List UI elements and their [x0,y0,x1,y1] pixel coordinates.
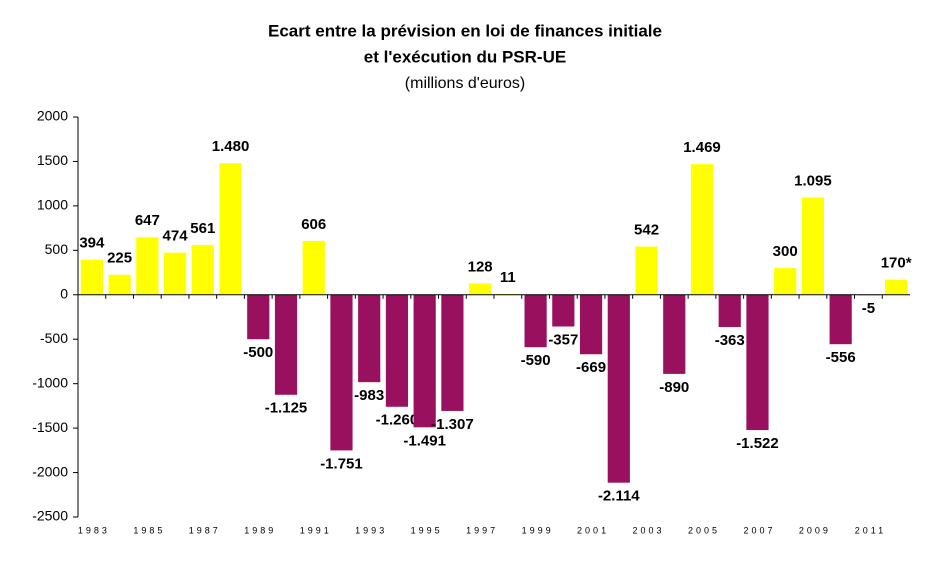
bar [552,294,575,327]
bar [885,279,908,295]
value-label: -363 [715,332,745,349]
value-label: -1.751 [320,455,363,472]
chart-subtitle: (millions d'euros) [405,75,525,92]
value-label: 1.469 [683,139,721,156]
y-tick-label: 0 [60,285,68,301]
bar [579,294,603,355]
y-tick-label: -1000 [32,374,68,390]
value-label: -1.260 [376,412,419,429]
y-tick-label: 1000 [37,197,68,213]
x-tick-label: 1997 [466,525,498,535]
bar [413,294,436,428]
bar [441,294,464,411]
bar [274,294,298,395]
bar [191,244,214,295]
value-label: 128 [468,258,493,275]
bar [718,294,741,328]
bar [108,274,131,295]
value-label: 11 [500,269,516,286]
y-tick-label: 1500 [37,152,68,168]
chart-title-line: et l'exécution du PSR-UE [364,47,566,66]
y-tick-label: -2500 [32,508,68,524]
x-tick-label: 1987 [189,525,221,535]
x-tick-label: 1993 [355,525,387,535]
x-tick-label: 2005 [688,525,720,535]
value-label: -1.522 [736,435,779,452]
bar [330,294,353,451]
bar [302,240,325,295]
value-label: -5 [862,300,875,317]
x-tick-label: 1999 [522,525,554,535]
bar [746,294,769,431]
x-tick-label: 2007 [743,525,775,535]
value-label: -556 [826,349,856,366]
x-tick-label: 1991 [300,525,332,535]
value-label: 170* [881,255,912,272]
x-tick-label: 1985 [133,525,165,535]
bar [385,294,409,407]
bar [219,163,242,295]
value-label: 1.480 [212,138,250,155]
x-tick-label: 2001 [577,525,609,535]
bar [358,294,381,383]
value-label: 606 [301,216,326,233]
bar [247,294,270,340]
value-label: -1.491 [403,432,446,449]
bar [690,164,714,295]
value-label: 1.095 [794,172,832,189]
bar [829,294,852,345]
bar [136,237,159,295]
x-tick-label: 2011 [855,525,886,535]
y-tick-label: 2000 [37,108,68,124]
value-label: 542 [634,222,659,239]
value-label: -1.125 [265,400,308,417]
value-label: -983 [354,387,384,404]
bar [663,294,686,374]
value-label: 474 [163,228,189,245]
value-label: -1.307 [431,416,474,433]
chart-title: Ecart entre la prévision en loi de finan… [268,21,662,40]
bar [524,294,547,348]
bar [801,197,825,295]
x-tick-label: 2009 [799,525,831,535]
y-tick-label: -1500 [32,419,68,435]
value-label: -500 [243,344,273,361]
value-label: -357 [548,331,578,348]
value-label: -669 [576,359,606,376]
y-tick-label: 500 [45,241,69,257]
y-tick-label: -500 [40,330,68,346]
bar [469,283,492,295]
bar [774,268,797,295]
bar [163,252,187,295]
x-tick-label: 1983 [78,525,110,535]
value-label: -590 [521,352,551,369]
y-tick-label: -2000 [32,463,68,479]
value-label: 394 [79,235,105,252]
value-label: 561 [190,220,215,237]
bar [607,294,630,483]
x-tick-label: 1989 [244,525,276,535]
bar [80,259,103,295]
value-label: 225 [107,250,132,267]
value-label: 300 [773,243,798,260]
bar [635,246,658,295]
value-label: -890 [659,379,689,396]
x-tick-label: 2003 [633,525,665,535]
x-tick-label: 1995 [411,525,443,535]
value-label: -2.114 [598,488,640,505]
value-label: 647 [135,212,160,229]
